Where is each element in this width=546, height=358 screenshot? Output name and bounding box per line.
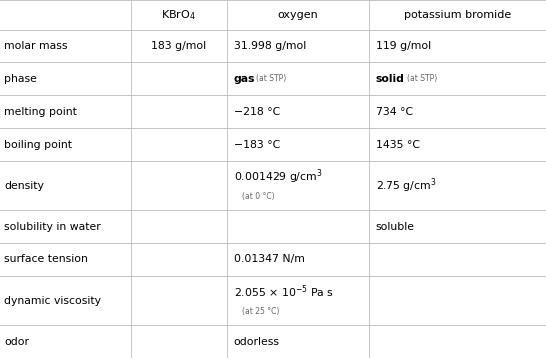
Text: molar mass: molar mass [4, 41, 68, 51]
Text: odor: odor [4, 337, 29, 347]
Text: 734 °C: 734 °C [376, 107, 413, 117]
Text: (at STP): (at STP) [407, 74, 437, 83]
Text: (at 25 °C): (at 25 °C) [242, 308, 279, 316]
Text: (at 0 °C): (at 0 °C) [242, 192, 275, 202]
Text: −183 °C: −183 °C [234, 140, 280, 150]
Text: 119 g/mol: 119 g/mol [376, 41, 431, 51]
Text: odorless: odorless [234, 337, 280, 347]
Text: surface tension: surface tension [4, 255, 88, 265]
Text: density: density [4, 180, 44, 190]
Text: solubility in water: solubility in water [4, 222, 101, 232]
Text: boiling point: boiling point [4, 140, 73, 150]
Text: 0.01347 N/m: 0.01347 N/m [234, 255, 305, 265]
Text: melting point: melting point [4, 107, 77, 117]
Text: potassium bromide: potassium bromide [403, 10, 511, 20]
Text: 2.055 × 10$^{-5}$ Pa s: 2.055 × 10$^{-5}$ Pa s [234, 284, 334, 300]
Text: KBrO$_4$: KBrO$_4$ [162, 8, 196, 22]
Text: 0.001429 g/cm$^3$: 0.001429 g/cm$^3$ [234, 168, 322, 187]
Text: gas: gas [234, 74, 255, 84]
Text: soluble: soluble [376, 222, 414, 232]
Text: solid: solid [376, 74, 405, 84]
Text: phase: phase [4, 74, 37, 84]
Text: (at STP): (at STP) [256, 74, 286, 83]
Text: 183 g/mol: 183 g/mol [151, 41, 206, 51]
Text: 2.75 g/cm$^3$: 2.75 g/cm$^3$ [376, 176, 436, 195]
Text: 31.998 g/mol: 31.998 g/mol [234, 41, 306, 51]
Text: −218 °C: −218 °C [234, 107, 280, 117]
Text: 1435 °C: 1435 °C [376, 140, 420, 150]
Text: dynamic viscosity: dynamic viscosity [4, 295, 102, 305]
Text: oxygen: oxygen [277, 10, 318, 20]
